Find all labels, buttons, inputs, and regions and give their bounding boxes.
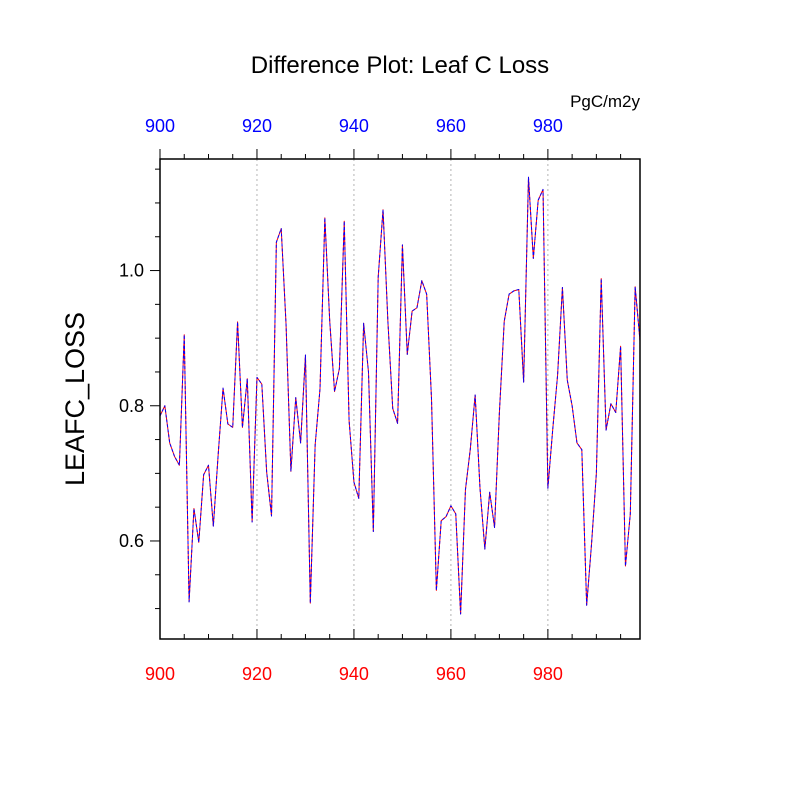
x-tick-label-bottom: 980 <box>533 664 563 684</box>
x-tick-label-top: 960 <box>436 116 466 136</box>
axis-ticks <box>150 149 622 639</box>
x-tick-labels-bottom: 900 920 940 960 980 <box>145 664 563 684</box>
x-tick-labels-top: 900 920 940 960 980 <box>145 116 563 136</box>
x-tick-label-bottom: 940 <box>339 664 369 684</box>
x-tick-label-bottom: 960 <box>436 664 466 684</box>
data-series <box>159 176 641 615</box>
y-tick-label: 1.0 <box>119 261 144 281</box>
y-tick-labels: 0.6 0.8 1.0 <box>119 261 144 551</box>
x-tick-label-top: 940 <box>339 116 369 136</box>
series-line-dashed <box>159 176 641 615</box>
y-tick-label: 0.6 <box>119 531 144 551</box>
x-tick-label-top: 900 <box>145 116 175 136</box>
x-tick-label-top: 980 <box>533 116 563 136</box>
x-tick-label-bottom: 900 <box>145 664 175 684</box>
x-tick-label-top: 920 <box>242 116 272 136</box>
x-gridlines <box>256 159 549 639</box>
y-tick-label: 0.8 <box>119 396 144 416</box>
units-label: PgC/m2y <box>570 92 640 111</box>
series-line-solid <box>159 176 641 615</box>
x-tick-label-bottom: 920 <box>242 664 272 684</box>
chart-title: Difference Plot: Leaf C Loss <box>251 52 549 79</box>
y-axis-label: LEAFC_LOSS <box>60 312 90 486</box>
plot-frame <box>159 158 641 640</box>
